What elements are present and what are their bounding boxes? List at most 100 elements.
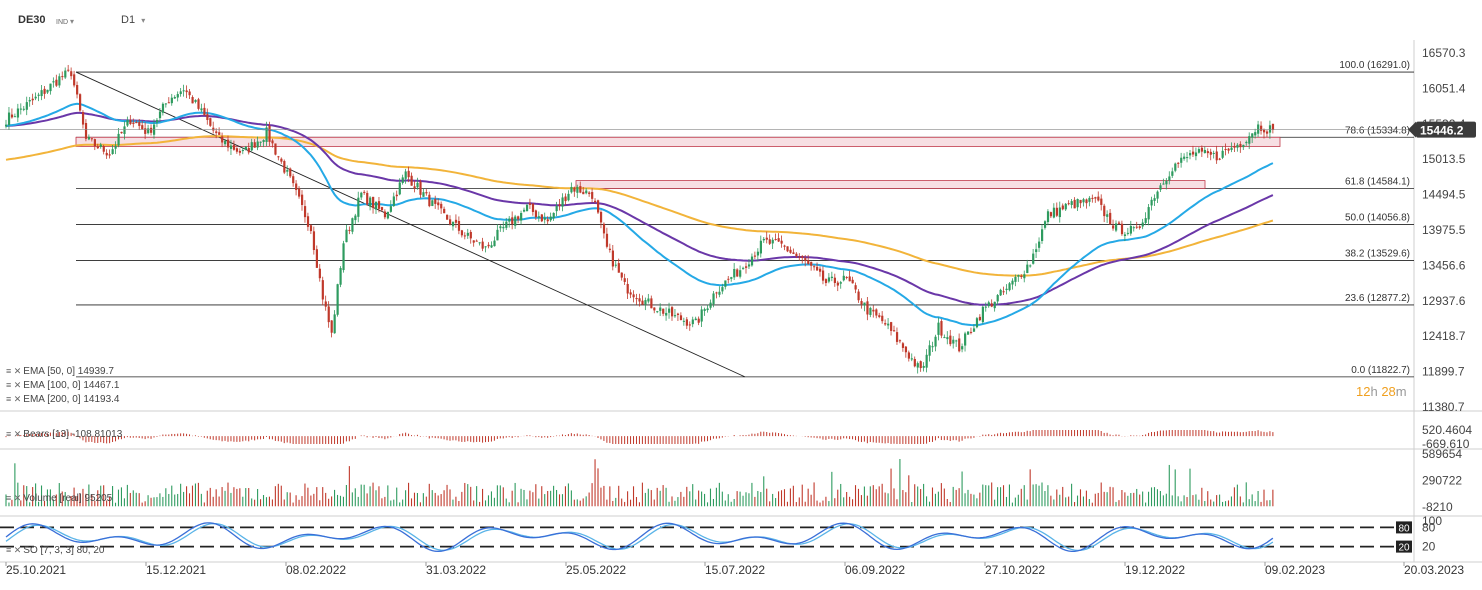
candle-body xyxy=(1032,253,1035,264)
candle-body xyxy=(614,264,617,266)
candle-body xyxy=(87,136,91,140)
candle-body xyxy=(925,354,928,368)
legend-ema50[interactable]: ≡ ✕ EMA [50, 0] 14939.7 xyxy=(6,366,114,377)
candle-body xyxy=(247,147,250,153)
candle-body xyxy=(1011,280,1014,285)
ema-100-line xyxy=(5,111,1274,306)
candle-body xyxy=(1233,146,1236,148)
candle-body xyxy=(819,268,822,272)
candle-body xyxy=(978,316,982,321)
chevron-down-icon[interactable]: ▾ xyxy=(70,17,75,26)
candle-body xyxy=(386,211,390,219)
candle-body xyxy=(733,268,736,278)
candle-body xyxy=(1203,149,1206,154)
candle-body xyxy=(676,313,680,315)
price-axis-tick: 16051.4 xyxy=(1422,81,1466,95)
candle-body xyxy=(821,270,825,281)
candle-body xyxy=(523,209,526,212)
timeframe-selector[interactable]: D1 ▾ xyxy=(121,14,145,26)
candle-body xyxy=(224,140,227,145)
candle-body xyxy=(540,214,543,222)
candle-body xyxy=(454,219,458,223)
legend-volume[interactable]: ≡ ✕ Volume [real] 95205 xyxy=(6,493,113,504)
candle-body xyxy=(150,127,153,133)
candle-body xyxy=(804,258,807,261)
candle-body xyxy=(1026,264,1029,274)
candle-body xyxy=(564,196,567,202)
legend-ema100[interactable]: ≡ ✕ EMA [100, 0] 14467.1 xyxy=(6,380,120,391)
candle-body xyxy=(229,145,233,149)
candle-body xyxy=(605,233,609,247)
candle-body xyxy=(599,211,603,223)
candle-body xyxy=(389,206,392,212)
candle-body xyxy=(777,238,780,242)
candle-body xyxy=(792,252,795,254)
candle-body xyxy=(1206,151,1209,154)
candle-body xyxy=(1067,203,1070,205)
candle-body xyxy=(342,243,345,271)
candle-body xyxy=(1218,158,1221,160)
legend-ema200[interactable]: ≡ ✕ EMA [200, 0] 14193.4 xyxy=(6,394,120,405)
candle-body xyxy=(771,239,774,244)
candle-body xyxy=(31,98,34,101)
candle-body xyxy=(952,339,955,344)
candle-body xyxy=(179,91,182,95)
candle-body xyxy=(851,279,854,284)
candle-body xyxy=(460,230,464,236)
candle-body xyxy=(1242,144,1245,148)
symbol-label[interactable]: DE30 xyxy=(18,14,46,26)
candle-body xyxy=(1091,197,1094,199)
candle-body xyxy=(884,323,887,325)
candle-body xyxy=(309,225,313,232)
candle-body xyxy=(431,200,434,206)
candle-body xyxy=(1029,265,1032,267)
candle-body xyxy=(13,116,17,118)
candle-body xyxy=(67,69,70,71)
candle-body xyxy=(999,289,1002,296)
legend-bears[interactable]: ≡ ✕ Bears [13] -108.81013 xyxy=(6,429,123,440)
legend-stochastic[interactable]: ≡ ✕ SO [7, 3, 3] 80, 20 xyxy=(6,545,105,556)
current-price-label: 15446.2 xyxy=(1420,124,1464,138)
candle-body xyxy=(64,70,67,78)
candle-body xyxy=(780,240,783,244)
candle-body xyxy=(357,197,360,217)
candle-body xyxy=(907,352,910,359)
candle-body xyxy=(682,320,686,322)
candle-body xyxy=(839,282,842,284)
candle-body xyxy=(1017,275,1020,277)
candle-body xyxy=(656,311,659,313)
candle-body xyxy=(830,276,834,279)
candle-body xyxy=(395,194,398,197)
candle-body xyxy=(215,131,218,134)
candle-body xyxy=(576,186,579,193)
candle-body xyxy=(567,193,570,201)
candle-body xyxy=(759,240,762,254)
candle-body xyxy=(783,245,786,247)
candle-body xyxy=(958,338,961,352)
candle-body xyxy=(256,141,259,148)
candle-body xyxy=(1094,197,1097,199)
candle-body xyxy=(1150,199,1153,206)
candle-body xyxy=(913,358,916,367)
candle-body xyxy=(262,139,265,142)
candle-body xyxy=(833,277,836,283)
stoch-axis-tick: 80 xyxy=(1422,520,1436,534)
candle-body xyxy=(736,269,739,277)
candle-body xyxy=(306,216,310,227)
candle-body xyxy=(1055,207,1058,216)
candle-body xyxy=(1120,223,1124,235)
candle-body xyxy=(709,302,712,308)
candle-body xyxy=(1156,191,1159,199)
fib-level-label: 78.6 (15334.8) xyxy=(1345,125,1410,136)
candle-body xyxy=(173,96,176,99)
candle-body xyxy=(922,365,925,368)
candle-body xyxy=(111,149,114,155)
candle-body xyxy=(1041,229,1044,242)
candle-body xyxy=(43,88,46,94)
candle-body xyxy=(182,90,185,92)
settings-close-icon: ≡ ✕ xyxy=(6,394,22,404)
candle-body xyxy=(383,211,387,218)
candle-body xyxy=(428,194,431,207)
candle-body xyxy=(650,298,653,309)
